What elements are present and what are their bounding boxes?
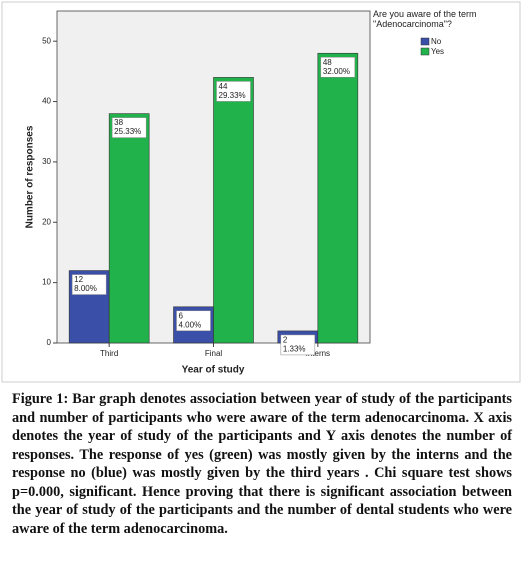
value-label: 48: [323, 58, 332, 67]
caption-text: Bar graph denotes association between ye…: [12, 391, 512, 537]
value-label: 6: [179, 311, 184, 320]
y-tick-label: 0: [47, 338, 52, 347]
legend-label: Yes: [431, 47, 444, 56]
y-tick-label: 10: [42, 278, 51, 287]
value-label: 44: [219, 82, 228, 91]
legend-swatch: [420, 37, 430, 46]
percent-label: 25.33%: [114, 127, 141, 136]
value-label-box: [280, 334, 316, 356]
x-axis-label: Year of study: [182, 365, 245, 376]
legend-label: No: [431, 37, 442, 46]
percent-label: 4.00%: [179, 320, 202, 329]
y-tick-label: 30: [42, 157, 51, 166]
y-axis-label: Number of responses: [25, 125, 36, 228]
value-label: 2: [283, 336, 288, 345]
value-label: 38: [114, 118, 123, 127]
percent-label: 1.33%: [283, 345, 306, 354]
percent-label: 29.33%: [219, 91, 246, 100]
value-label-box: [111, 117, 147, 138]
bar: [108, 113, 150, 344]
y-tick-label: 40: [42, 97, 51, 106]
y-tick-label: 20: [42, 217, 51, 226]
bar: [317, 52, 359, 344]
chart: Number of responses Year of study 0 10 20 3…: [1, 1, 521, 383]
value-label-box: [71, 274, 107, 295]
value-label-box: [176, 310, 211, 332]
x-tick-label: Final: [205, 349, 223, 358]
x-tick-label: Interns: [306, 349, 330, 358]
figure-caption: Figure 1: Bar graph denotes association …: [12, 390, 512, 538]
percent-label: 8.00%: [74, 284, 97, 293]
bar: [213, 77, 254, 344]
percent-label: 32.00%: [323, 67, 350, 76]
value-label-box: [320, 57, 356, 78]
legend-title: Are you aware of the term "Adenocarcinom…: [373, 9, 477, 29]
value-label: 12: [74, 275, 83, 284]
caption-label: Figure 1:: [12, 391, 69, 407]
legend-swatch: [420, 47, 430, 56]
y-tick-label: 50: [42, 36, 51, 45]
value-label-box: [216, 81, 251, 102]
x-tick-label: Third: [100, 349, 118, 358]
